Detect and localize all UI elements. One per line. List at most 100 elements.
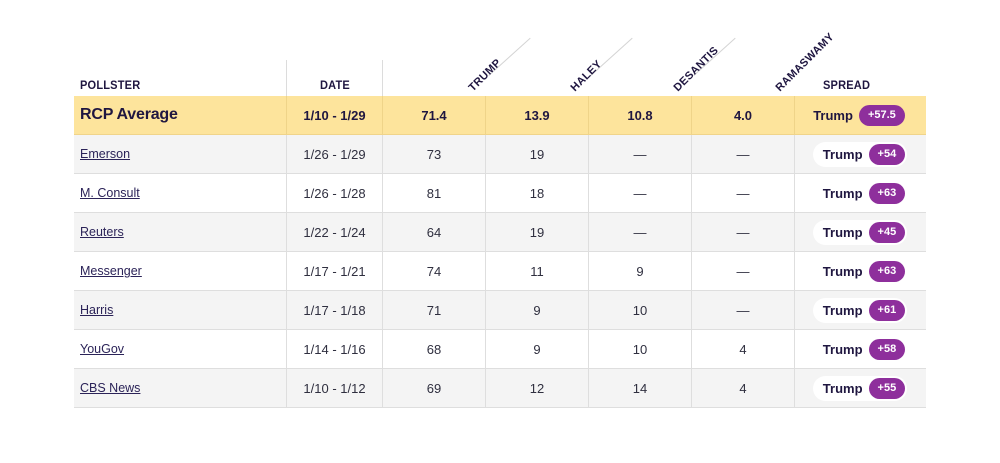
spread-cell: Trump +45	[794, 213, 925, 251]
spread-pill: Trump +58	[812, 336, 908, 362]
table-row: YouGov 1/14 - 1/16 68 9 10 4 Trump +58	[74, 330, 926, 369]
value-cell: 11	[485, 252, 588, 290]
date-cell: 1/22 - 1/24	[286, 213, 382, 251]
value-cell: 4	[691, 330, 794, 368]
date-cell: 1/17 - 1/18	[286, 291, 382, 329]
spread-pill: Trump +45	[812, 219, 908, 245]
pollster-link[interactable]: M. Consult	[80, 186, 140, 200]
pollster-cell: Reuters	[74, 213, 286, 251]
value-cell: 12	[485, 369, 588, 407]
spread-leader: Trump	[822, 224, 863, 240]
spread-cell: Trump +61	[794, 291, 925, 329]
pollster-header: POLLSTER	[80, 78, 141, 92]
value-cell: —	[588, 174, 691, 212]
spread-cell: Trump +63	[794, 174, 925, 212]
spread-margin-badge: +54	[868, 143, 906, 165]
table-row: M. Consult 1/26 - 1/28 81 18 — — Trump +6…	[74, 174, 926, 213]
table-row: Emerson 1/26 - 1/29 73 19 — — Trump +54	[74, 135, 926, 174]
spread-leader: Trump	[822, 341, 863, 357]
average-row: RCP Average 1/10 - 1/29 71.4 13.9 10.8 4…	[74, 96, 926, 135]
pollster-cell: CBS News	[74, 369, 286, 407]
pollster-link[interactable]: Harris	[80, 303, 114, 317]
value-cell: —	[691, 252, 794, 290]
value-cell: 74	[382, 252, 485, 290]
candidate-label: TRUMP	[466, 56, 504, 94]
value-cell: 81	[382, 174, 485, 212]
spread-cell: Trump +54	[794, 135, 925, 173]
value-cell: 14	[588, 369, 691, 407]
spread-pill: Trump +55	[812, 375, 908, 401]
spread-leader: Trump	[822, 263, 863, 279]
spread-leader: Trump	[813, 107, 853, 123]
spread-pill: Trump +61	[812, 297, 908, 323]
spread-margin-badge: +45	[868, 221, 906, 243]
spread-margin-badge: +63	[868, 260, 906, 282]
header-divider	[382, 60, 383, 96]
pollster-link[interactable]: YouGov	[80, 342, 125, 356]
value-cell: 9	[485, 330, 588, 368]
value-cell: 68	[382, 330, 485, 368]
spread-cell: Trump +58	[794, 330, 925, 368]
value-cell: 18	[485, 174, 588, 212]
poll-table: POLLSTER DATE TRUMP HALEY DESANTIS RAMAS…	[74, 31, 926, 408]
value-cell: 69	[382, 369, 485, 407]
average-name-cell: RCP Average	[74, 96, 286, 134]
candidate-label: DESANTIS	[671, 44, 722, 94]
value-cell: 13.9	[485, 96, 588, 134]
candidate-label: HALEY	[568, 58, 605, 94]
table-row: Messenger 1/17 - 1/21 74 11 9 — Trump +63	[74, 252, 926, 291]
value-cell: 10	[588, 330, 691, 368]
date-cell: 1/26 - 1/28	[286, 174, 382, 212]
spread-leader: Trump	[822, 380, 863, 396]
pollster-cell: M. Consult	[74, 174, 286, 212]
date-cell: 1/10 - 1/12	[286, 369, 382, 407]
value-cell: —	[588, 135, 691, 173]
value-cell: 4.0	[691, 96, 794, 134]
value-cell: —	[691, 174, 794, 212]
value-cell: 4	[691, 369, 794, 407]
value-cell: —	[588, 213, 691, 251]
date-cell: 1/26 - 1/29	[286, 135, 382, 173]
table-row: Reuters 1/22 - 1/24 64 19 — — Trump +45	[74, 213, 926, 252]
pollster-cell: YouGov	[74, 330, 286, 368]
spread-margin-badge: +55	[868, 377, 906, 399]
table-row: Harris 1/17 - 1/18 71 9 10 — Trump +61	[74, 291, 926, 330]
pollster-cell: Messenger	[74, 252, 286, 290]
value-cell: 9	[485, 291, 588, 329]
value-cell: 64	[382, 213, 485, 251]
average-title: RCP Average	[80, 106, 178, 123]
value-cell: 73	[382, 135, 485, 173]
pollster-cell: Harris	[74, 291, 286, 329]
value-cell: 19	[485, 213, 588, 251]
date-header: DATE	[320, 78, 350, 92]
pollster-link[interactable]: Reuters	[80, 225, 124, 239]
value-cell: 71	[382, 291, 485, 329]
table-row: CBS News 1/10 - 1/12 69 12 14 4 Trump +55	[74, 369, 926, 408]
date-cell: 1/14 - 1/16	[286, 330, 382, 368]
value-cell: 10	[588, 291, 691, 329]
spread-leader: Trump	[822, 146, 863, 162]
pollster-link[interactable]: Emerson	[80, 147, 131, 161]
header-divider	[286, 60, 287, 96]
spread-header: SPREAD	[823, 78, 871, 92]
table-header: POLLSTER DATE TRUMP HALEY DESANTIS RAMAS…	[74, 31, 926, 96]
spread-pill: Trump +63	[812, 258, 908, 284]
value-cell: —	[691, 135, 794, 173]
spread-pill: Trump +63	[812, 180, 908, 206]
spread-margin-badge: +58	[868, 338, 906, 360]
pollster-cell: Emerson	[74, 135, 286, 173]
pollster-link[interactable]: Messenger	[80, 264, 142, 278]
spread-margin-badge: +61	[868, 299, 906, 321]
value-cell: 71.4	[382, 96, 485, 134]
spread-leader: Trump	[822, 302, 863, 318]
spread-pill: Trump +54	[812, 141, 908, 167]
value-cell: 19	[485, 135, 588, 173]
pollster-link[interactable]: CBS News	[80, 381, 141, 395]
spread-cell: Trump +55	[794, 369, 925, 407]
spread-margin-badge: +57.5	[858, 104, 905, 126]
spread-cell: Trump +57.5	[794, 96, 925, 134]
spread-margin-badge: +63	[868, 182, 906, 204]
date-cell: 1/10 - 1/29	[286, 96, 382, 134]
date-cell: 1/17 - 1/21	[286, 252, 382, 290]
value-cell: 9	[588, 252, 691, 290]
